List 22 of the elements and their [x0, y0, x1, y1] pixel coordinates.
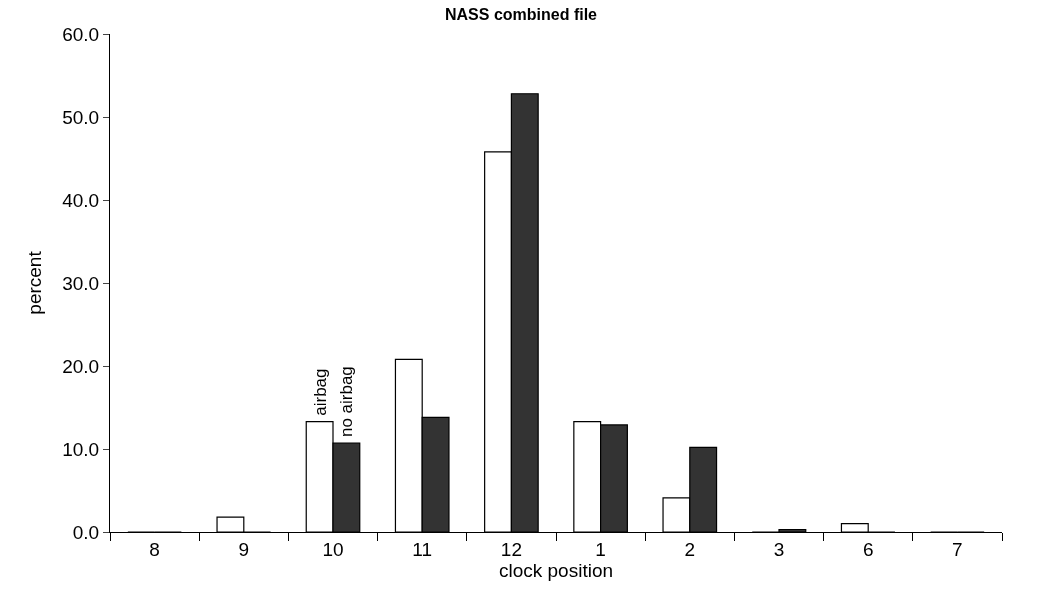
y-tick-label: 0.0	[72, 521, 100, 543]
x-tick-label: 2	[684, 538, 696, 560]
x-tick-label: 12	[500, 538, 522, 560]
x-tick-label: 6	[862, 538, 874, 560]
y-tick-label: 50.0	[62, 106, 100, 128]
x-tick-label: 9	[238, 538, 250, 560]
chart-title: NASS combined file	[444, 6, 598, 24]
y-tick-label: 40.0	[62, 189, 100, 211]
x-tick-label: 3	[773, 538, 785, 560]
y-tick-label: 60.0	[62, 23, 100, 45]
text: airbag	[310, 368, 330, 416]
y-tick-label: 30.0	[62, 272, 100, 294]
x-tick-label: 1	[595, 538, 606, 560]
x-tick-label: 7	[952, 538, 963, 560]
text: no airbag	[336, 366, 356, 438]
x-tick-label: 8	[149, 538, 160, 560]
x-tick-label: 11	[412, 538, 433, 560]
y-axis-title: percent	[24, 250, 46, 315]
x-axis-title: clock position	[498, 559, 614, 581]
x-tick-label: 10	[322, 538, 344, 560]
y-tick-label: 20.0	[62, 355, 100, 377]
y-tick-label: 10.0	[62, 438, 100, 460]
